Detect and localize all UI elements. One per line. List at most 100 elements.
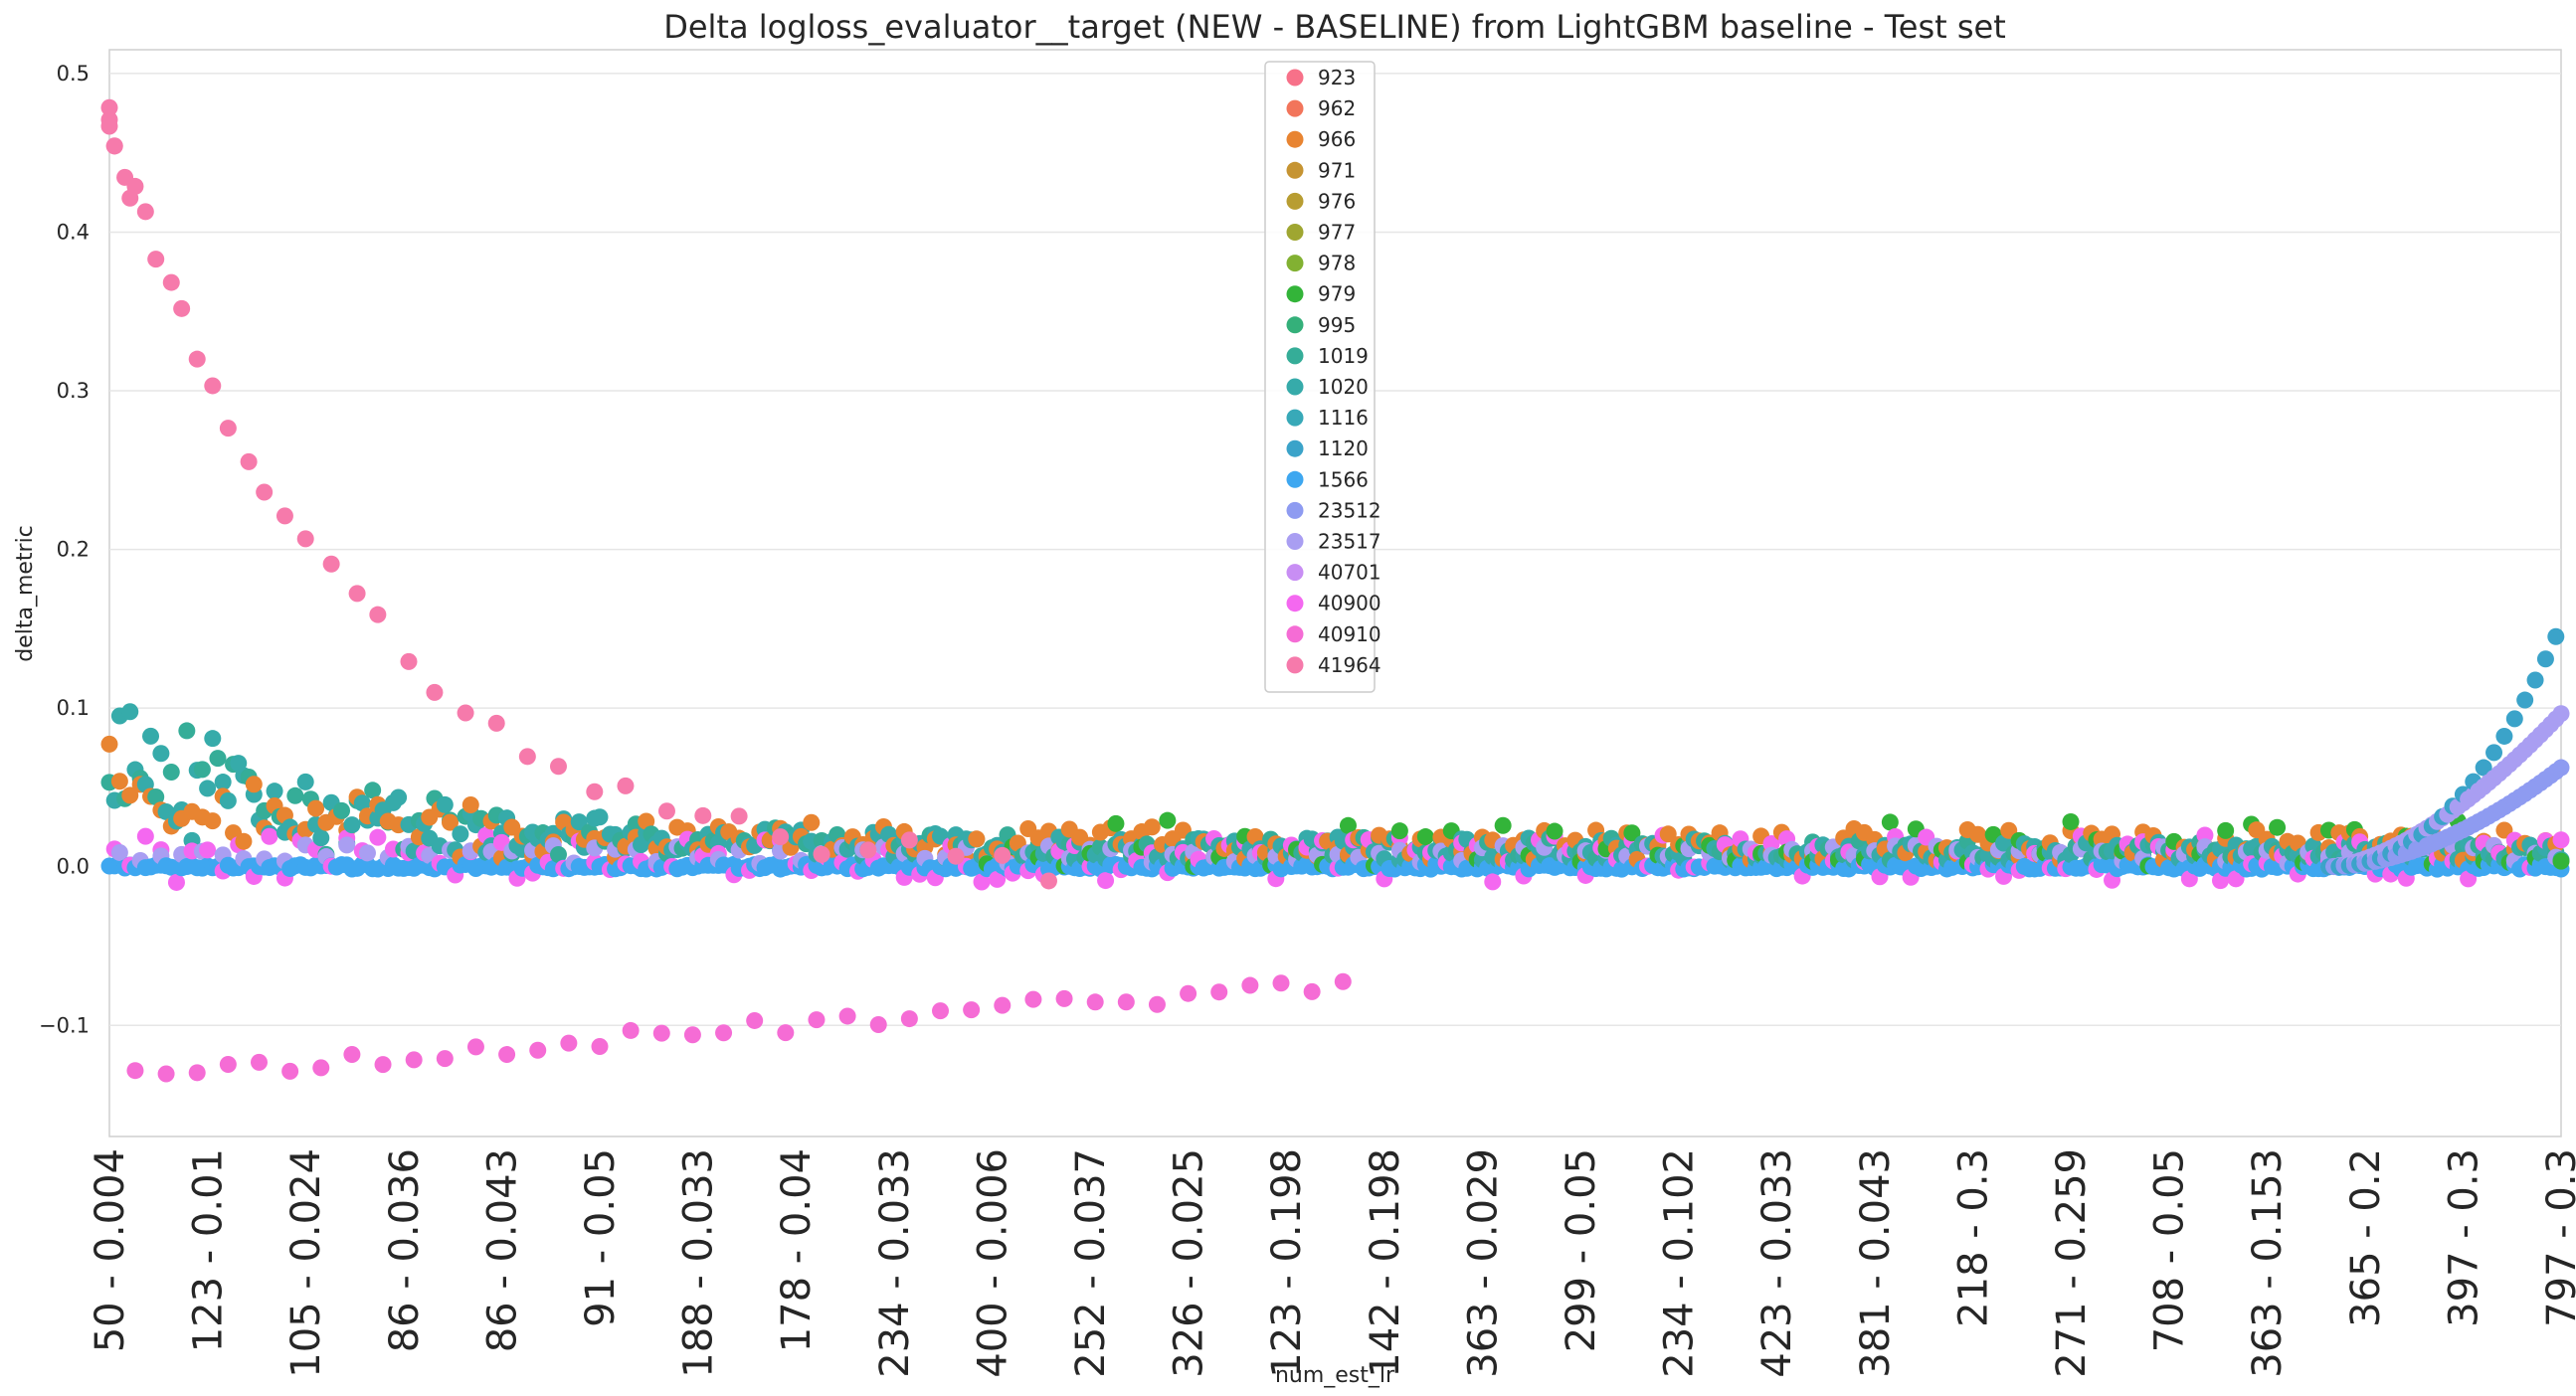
data-point — [322, 555, 340, 573]
x-tick-label: 708 - 0.05 — [2147, 1148, 2193, 1352]
legend-label: 962 — [1318, 96, 1356, 120]
data-point — [994, 996, 1012, 1014]
data-point — [1055, 989, 1073, 1007]
data-point — [312, 829, 330, 847]
data-point — [2547, 627, 2565, 645]
data-point — [1024, 990, 1042, 1008]
y-tick-label: 0.5 — [57, 62, 90, 86]
data-point — [286, 786, 304, 804]
x-tick-label: 365 - 0.2 — [2343, 1148, 2389, 1327]
data-point — [947, 847, 965, 865]
data-point — [147, 787, 165, 805]
data-point — [1039, 872, 1057, 890]
data-point — [167, 873, 185, 891]
data-point — [1159, 811, 1177, 829]
data-point — [136, 203, 154, 221]
data-point — [2217, 821, 2235, 839]
legend-marker — [1286, 501, 1304, 519]
data-point — [188, 1064, 206, 1082]
legend-label: 976 — [1318, 189, 1356, 213]
y-axis-ticks: −0.1 0.0 0.1 0.2 0.3 0.4 0.5 — [39, 62, 90, 1037]
legend-marker — [1286, 347, 1304, 365]
data-point — [715, 1024, 733, 1042]
x-tick-label: 400 - 0.006 — [970, 1148, 1015, 1378]
legend-label: 995 — [1318, 313, 1356, 337]
series-layer — [100, 98, 2570, 1083]
data-point — [2526, 671, 2544, 689]
data-point — [209, 750, 227, 768]
data-point — [364, 782, 382, 799]
data-point — [859, 841, 877, 859]
x-tick-label: 252 - 0.037 — [1068, 1148, 1114, 1378]
legend-label: 1566 — [1318, 467, 1369, 491]
y-tick-label: 0.2 — [57, 538, 90, 562]
data-point — [549, 758, 567, 776]
data-point — [126, 177, 144, 195]
x-tick-label: 326 - 0.025 — [1167, 1148, 1212, 1378]
data-point — [436, 795, 454, 813]
y-tick-label: −0.1 — [39, 1013, 90, 1037]
data-point — [1097, 872, 1115, 890]
data-point — [178, 722, 196, 740]
data-point — [204, 812, 222, 830]
data-point — [204, 730, 222, 748]
x-axis-label: num_est_lr — [1275, 1363, 1395, 1388]
legend-marker — [1286, 316, 1304, 334]
data-point — [746, 1011, 764, 1029]
data-point — [100, 98, 118, 116]
x-tick-label: 178 - 0.04 — [774, 1148, 820, 1352]
data-point — [199, 780, 217, 797]
x-tick-label: 50 - 0.004 — [88, 1148, 133, 1352]
data-point — [100, 117, 118, 135]
data-point — [266, 783, 283, 800]
data-point — [1334, 972, 1352, 990]
data-point — [813, 845, 830, 863]
legend-marker — [1286, 285, 1304, 303]
legend-marker — [1286, 564, 1304, 582]
legend-marker — [1286, 533, 1304, 550]
legend-label: 1019 — [1318, 344, 1369, 368]
data-point — [900, 831, 918, 849]
data-point — [2516, 691, 2534, 709]
legend-marker — [1286, 161, 1304, 179]
data-point — [256, 483, 274, 501]
data-point — [1272, 974, 1290, 992]
data-point — [808, 1011, 826, 1029]
data-point — [353, 794, 371, 812]
data-point — [426, 683, 444, 701]
data-point — [1148, 995, 1166, 1013]
data-point — [1762, 835, 1780, 853]
legend-label: 977 — [1318, 221, 1356, 245]
data-point — [1659, 825, 1677, 843]
data-point — [2552, 831, 2570, 849]
legend-marker — [1286, 224, 1304, 241]
data-point — [338, 836, 356, 854]
plot-area-frame — [108, 49, 2562, 1137]
data-point — [994, 846, 1012, 864]
x-tick-label: 271 - 0.259 — [2049, 1148, 2095, 1378]
data-point — [333, 801, 351, 819]
data-point — [638, 812, 655, 830]
data-point — [2269, 818, 2287, 836]
data-point — [560, 1034, 578, 1052]
data-point — [487, 714, 505, 732]
x-tick-label: 234 - 0.102 — [1657, 1148, 1703, 1378]
y-tick-label: 0.3 — [57, 379, 90, 403]
y-tick-label: 0.0 — [57, 855, 90, 879]
data-point — [369, 828, 387, 846]
data-point — [591, 808, 609, 826]
x-tick-label: 381 - 0.043 — [1853, 1148, 1899, 1378]
data-point — [157, 1065, 175, 1083]
data-point — [617, 777, 635, 794]
legend-marker — [1286, 99, 1304, 117]
data-point — [307, 799, 325, 817]
x-tick-label: 123 - 0.198 — [1264, 1148, 1310, 1378]
data-point — [694, 806, 712, 824]
data-point — [105, 137, 123, 155]
legend-label: 23512 — [1318, 498, 1381, 522]
data-point — [400, 652, 418, 670]
x-tick-label: 363 - 0.029 — [1460, 1148, 1506, 1378]
data-point — [312, 1059, 330, 1077]
